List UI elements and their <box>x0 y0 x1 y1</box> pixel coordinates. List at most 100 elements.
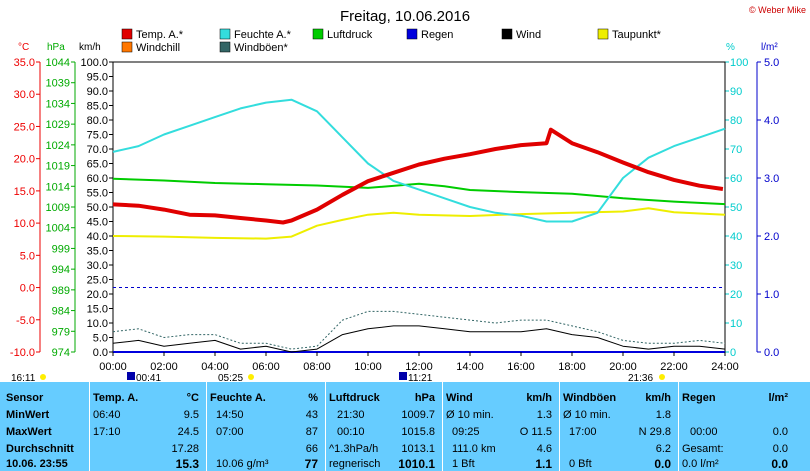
temp-max-time: 17:10 <box>93 426 121 438</box>
gust-avg-value: 6.2 <box>655 443 671 455</box>
table-col-humidity: Feuchte A.% 14:50 43 07:00 87 66 10.06 g/m… <box>210 382 322 471</box>
temp-avg-value: 17.28 <box>171 443 199 455</box>
humidity-tick-label: 30 <box>730 260 742 272</box>
pressure-tick-label: 1009 <box>46 202 70 214</box>
rain-tick-label: 0.0 <box>764 347 779 359</box>
pressure-tick-label: 1039 <box>46 78 70 90</box>
table-header-sensor: Sensor <box>6 392 44 404</box>
humidity-tick-label: 20 <box>730 289 742 301</box>
wind-tick-label: 25.0 <box>87 275 108 287</box>
rain-tick-label: 3.0 <box>764 173 779 185</box>
rain-tick-label: 2.0 <box>764 231 779 243</box>
time-tick-label: 10:00 <box>354 361 382 373</box>
legend-swatch <box>121 28 133 40</box>
rain-axis-unit: l/m² <box>761 42 778 53</box>
pressure-tick-label: 989 <box>52 285 70 297</box>
wind-tick-label: 30.0 <box>87 260 108 272</box>
temp-tick-label: 0.0 <box>20 283 35 295</box>
press-min-time: 21:30 <box>337 409 365 421</box>
humidity-axis-unit: % <box>726 42 735 53</box>
press-current-value: 1010.1 <box>398 457 435 471</box>
rain-tick-label: 4.0 <box>764 115 779 127</box>
wind-tick-label: 40.0 <box>87 231 108 243</box>
table-header-temp: Temp. A. <box>93 392 139 404</box>
wind-min-value: 1.3 <box>536 409 552 421</box>
wind-tick-label: 15.0 <box>87 304 108 316</box>
pressure-tick-label: 1019 <box>46 161 70 173</box>
legend-swatch <box>501 28 513 40</box>
time-tick-label: 00:00 <box>99 361 127 373</box>
table-header-gust: Windböen <box>563 392 617 404</box>
wind-tick-label: 85.0 <box>87 101 108 113</box>
series-line-luftdruck <box>112 177 726 206</box>
wind-tick-label: 45.0 <box>87 217 108 229</box>
press-min-value: 1009.7 <box>401 409 435 421</box>
rain-tick-label: 5.0 <box>764 57 779 69</box>
wind-tick-label: 90.0 <box>87 86 108 98</box>
legend-label: Feuchte A.* <box>234 29 292 41</box>
press-avg-value: 1013.1 <box>401 443 435 455</box>
time-tick-label: 08:00 <box>303 361 331 373</box>
pressure-axis-unit: hPa <box>47 42 65 53</box>
wind-max-time: 09:25 <box>452 426 480 438</box>
wind-tick-label: 50.0 <box>87 202 108 214</box>
hum-min-value: 43 <box>305 409 318 421</box>
wind-tick-label: 75.0 <box>87 130 108 142</box>
legend-label: Luftdruck <box>327 29 373 41</box>
wind-tick-label: 80.0 <box>87 115 108 127</box>
wind-tick-label: 20.0 <box>87 289 108 301</box>
time-tick-label: 18:00 <box>558 361 586 373</box>
wind-current-value: 1.1 <box>535 457 552 471</box>
time-tick-label: 14:00 <box>456 361 484 373</box>
rain-max-value: 0.0 <box>772 426 788 438</box>
table-unit-humidity: % <box>308 392 318 404</box>
table-unit-rain: l/m² <box>768 392 788 404</box>
temp-tick-label: 15.0 <box>14 186 35 198</box>
legend-label: Temp. A.* <box>136 29 184 41</box>
legend-swatch <box>312 28 324 40</box>
wind-tick-label: 55.0 <box>87 188 108 200</box>
sun-icon <box>248 374 254 380</box>
temp-tick-label: 25.0 <box>14 121 35 133</box>
moonrise-time: 00:41 <box>136 373 161 382</box>
table-col-wind: Wind km/h Ø 10 min. 1.3 09:25 O 11.5 111.0 … <box>446 382 556 471</box>
table-col-temp: Temp. A. °C 06:40 9.5 17:10 24.5 17.28 15.3 <box>93 382 203 471</box>
legend-swatch <box>121 41 133 53</box>
wind-tick-label: 65.0 <box>87 159 108 171</box>
wind-max-value: O 11.5 <box>519 426 552 438</box>
pressure-tick-label: 1014 <box>46 181 70 193</box>
table-header-humidity: Feuchte A. <box>210 392 266 404</box>
temp-tick-label: -5.0 <box>16 315 35 327</box>
legend-label: Wind <box>516 29 541 41</box>
wind-beaufort: 1 Bft <box>452 458 475 470</box>
pressure-tick-label: 994 <box>52 264 70 276</box>
temp-tick-label: 10.0 <box>14 218 35 230</box>
copyright-text: © Weber Mike <box>749 5 806 15</box>
humidity-tick-label: 10 <box>730 318 742 330</box>
humidity-tick-label: 0 <box>730 347 736 359</box>
legend-swatch <box>406 28 418 40</box>
humidity-tick-label: 90 <box>730 86 742 98</box>
press-max-time: 00:10 <box>337 426 365 438</box>
legend-swatch <box>219 41 231 53</box>
sun-icon <box>659 374 665 380</box>
rain-max-time: 00:00 <box>690 426 718 438</box>
table-unit-gust: km/h <box>645 392 671 404</box>
humidity-tick-label: 70 <box>730 144 742 156</box>
legend-label: Windchill <box>136 42 180 54</box>
table-col-gust: Windböen km/h Ø 10 min. 1.8 17:00 N 29.8 6.… <box>563 382 675 471</box>
wind-tick-label: 10.0 <box>87 318 108 330</box>
temp-tick-label: 5.0 <box>20 250 35 262</box>
temp-tick-label: 20.0 <box>14 154 35 166</box>
wind-tick-label: 60.0 <box>87 173 108 185</box>
series-line-windben <box>112 310 726 350</box>
prev-sunset-time: 16:11 <box>11 373 36 382</box>
table-unit-wind: km/h <box>526 392 552 404</box>
hum-current-value: 77 <box>304 457 318 471</box>
wind-min-label: Ø 10 min. <box>446 409 494 421</box>
time-tick-label: 12:00 <box>405 361 433 373</box>
wind-tick-label: 35.0 <box>87 246 108 258</box>
moonset-time: 11:21 <box>408 373 433 382</box>
temp-min-value: 9.5 <box>183 409 199 421</box>
rain-total-label: Gesamt: <box>682 443 724 455</box>
